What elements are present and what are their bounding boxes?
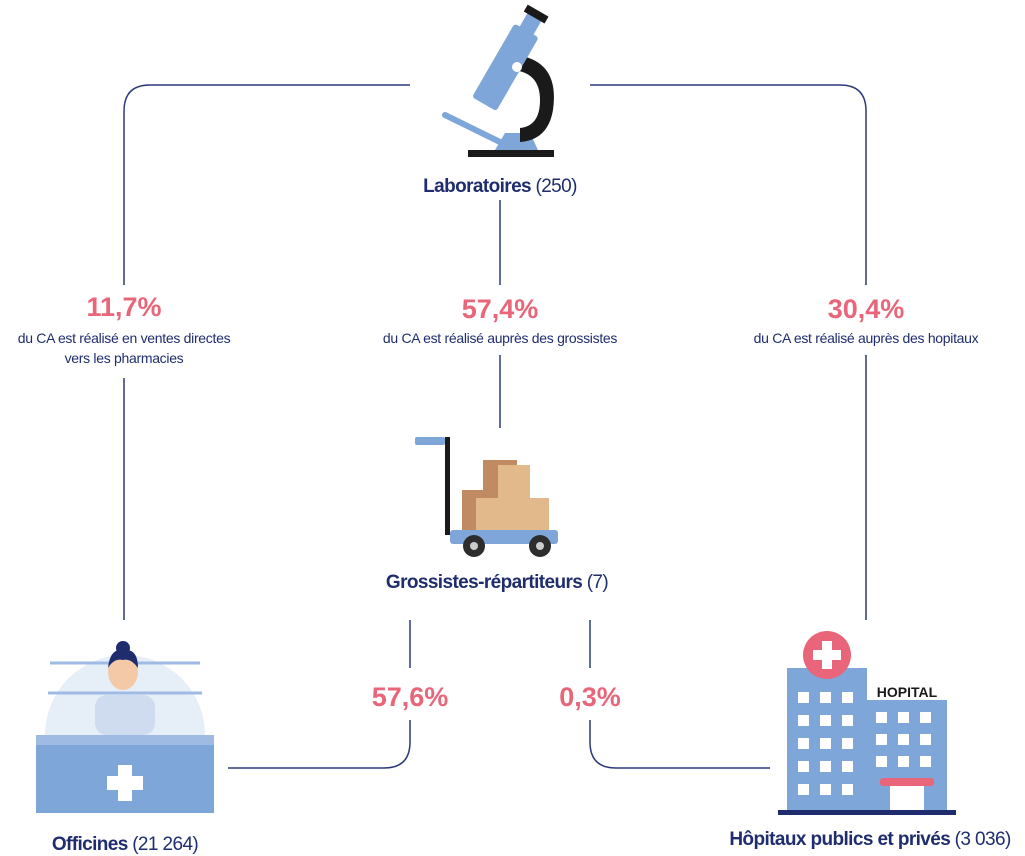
flow-description: du CA est réalisé en ventes directes bbox=[18, 330, 231, 346]
connector bbox=[228, 720, 410, 768]
node-name: Grossistes-répartiteurs bbox=[386, 572, 582, 593]
hospital-icon: HOPITAL bbox=[778, 631, 956, 815]
window bbox=[798, 738, 809, 749]
window bbox=[820, 715, 831, 726]
flow-description: du CA est réalisé auprès des grossistes bbox=[383, 330, 618, 346]
node-count: (250) bbox=[535, 176, 577, 197]
window bbox=[842, 692, 853, 703]
window bbox=[842, 784, 853, 795]
pharmacy-icon bbox=[36, 641, 214, 813]
node-count: (7) bbox=[587, 572, 609, 593]
connector bbox=[590, 85, 866, 285]
window bbox=[920, 756, 931, 767]
window bbox=[798, 692, 809, 703]
window bbox=[820, 784, 831, 795]
cart-icon bbox=[415, 437, 558, 557]
window bbox=[798, 784, 809, 795]
window bbox=[876, 712, 887, 723]
node-name: Officines bbox=[52, 834, 128, 855]
flow-share: 0,3% bbox=[559, 682, 621, 712]
window bbox=[842, 715, 853, 726]
window bbox=[798, 761, 809, 772]
flow-share: 57,4% bbox=[462, 294, 539, 324]
window bbox=[820, 692, 831, 703]
flow-description: vers les pharmacies bbox=[65, 350, 184, 366]
connector bbox=[124, 85, 410, 285]
connector bbox=[590, 720, 770, 768]
flow-share: 57,6% bbox=[372, 682, 449, 712]
window bbox=[876, 734, 887, 745]
flow-share: 11,7% bbox=[86, 292, 161, 322]
flow-description: du CA est réalisé auprès des hopitaux bbox=[754, 330, 979, 346]
microscope-icon bbox=[445, 4, 554, 157]
hospital-sign: HOPITAL bbox=[877, 684, 938, 700]
window bbox=[842, 738, 853, 749]
node-name: Laboratoires bbox=[423, 176, 531, 197]
node-label: Laboratoires (250) bbox=[423, 176, 577, 197]
window bbox=[842, 761, 853, 772]
window bbox=[898, 712, 909, 723]
window bbox=[876, 756, 887, 767]
window bbox=[820, 738, 831, 749]
window bbox=[798, 715, 809, 726]
window bbox=[898, 734, 909, 745]
node-name: Hôpitaux publics et privés bbox=[729, 829, 950, 850]
node-label: Officines (21 264) bbox=[52, 834, 199, 855]
window bbox=[920, 712, 931, 723]
window bbox=[898, 756, 909, 767]
flow-share: 30,4% bbox=[828, 294, 905, 324]
node-count: (21 264) bbox=[132, 834, 198, 855]
node-label: Hôpitaux publics et privés (3 036) bbox=[729, 829, 1011, 850]
node-label: Grossistes-répartiteurs (7) bbox=[386, 572, 608, 593]
node-count: (3 036) bbox=[955, 829, 1011, 850]
window bbox=[920, 734, 931, 745]
diagram: HOPITAL Laboratoires (250) Grossistes-ré… bbox=[0, 0, 1025, 856]
window bbox=[820, 761, 831, 772]
